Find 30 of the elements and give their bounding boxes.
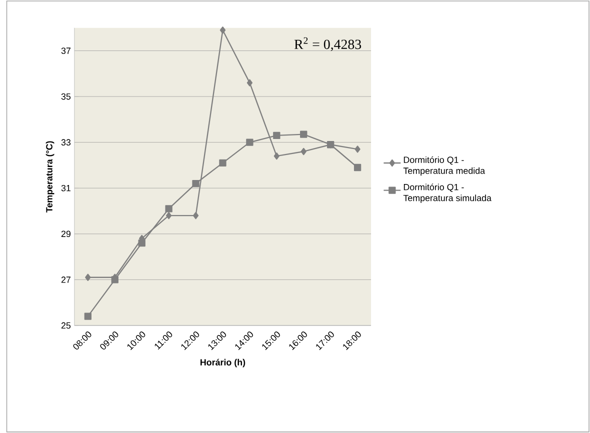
point (192, 180, 200, 188)
point (273, 132, 280, 140)
point (300, 130, 308, 138)
point (84, 312, 92, 320)
point (192, 212, 199, 220)
point (354, 146, 360, 153)
y-axis-title: Temperatura (°C) (46, 141, 54, 212)
y-tick-label: 35 (61, 93, 71, 100)
point (220, 26, 226, 34)
legend-label: Dormitório Q1 - Temperatura medida (403, 156, 486, 176)
y-tick-label: 25 (61, 322, 71, 329)
y-tick-label: 27 (61, 276, 70, 283)
point (246, 79, 253, 86)
y-tick-label: 29 (61, 230, 70, 238)
point (274, 152, 280, 160)
y-tick-label: 31 (61, 184, 70, 192)
point (85, 274, 91, 281)
point (111, 276, 118, 284)
point (165, 205, 172, 212)
legend-label: Dormitório Q1 - Temperatura simulada (403, 184, 492, 203)
point (300, 148, 306, 156)
point (138, 239, 146, 247)
x-axis-title: Horário (h) (200, 358, 246, 368)
annotation: R$^{2}$ = 0,4283 (294, 37, 362, 52)
y-tick-label: 37 (61, 48, 70, 54)
point (166, 212, 172, 220)
point (219, 159, 226, 167)
point (246, 138, 254, 146)
point (354, 164, 362, 172)
y-tick-label: 33 (61, 139, 71, 146)
